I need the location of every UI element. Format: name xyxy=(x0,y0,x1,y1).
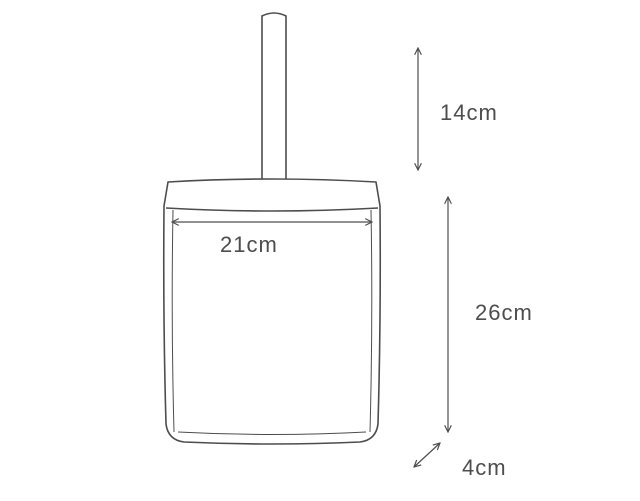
depth-arrow xyxy=(414,443,440,467)
width-label: 21cm xyxy=(220,232,278,258)
bag-body xyxy=(164,179,381,444)
bag-diagram-svg xyxy=(0,0,640,501)
handle-height-label: 14cm xyxy=(440,100,498,126)
bag-strap xyxy=(262,13,286,194)
body-height-label: 26cm xyxy=(475,300,533,326)
diagram-root: 14cm 21cm 26cm 4cm xyxy=(0,0,640,501)
depth-label: 4cm xyxy=(462,455,507,481)
